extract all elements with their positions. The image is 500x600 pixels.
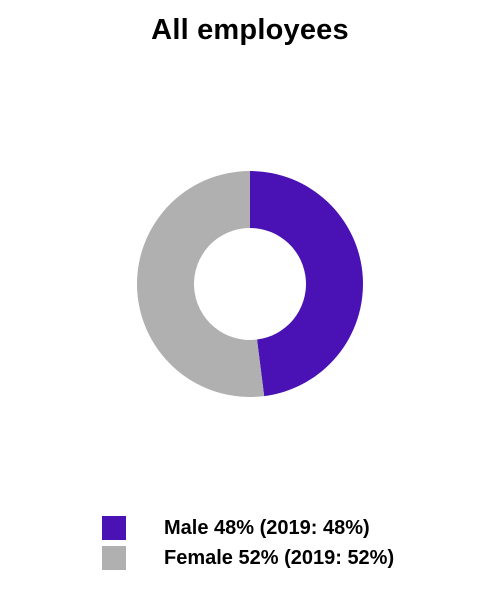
legend-swatch-female — [102, 546, 126, 570]
legend-label-female: Female 52% (2019: 52%) — [164, 546, 395, 569]
legend: Male 48% (2019: 48%) Female 52% (2019: 5… — [102, 513, 394, 573]
donut-slice-female — [137, 171, 265, 397]
chart-title: All employees — [151, 14, 349, 46]
legend-swatch-male — [102, 516, 126, 540]
legend-item-male: Male 48% (2019: 48%) — [102, 513, 394, 543]
legend-item-female: Female 52% (2019: 52%) — [102, 543, 394, 573]
legend-label-male: Male 48% (2019: 48%) — [164, 516, 370, 539]
donut-slice-male — [250, 171, 363, 397]
